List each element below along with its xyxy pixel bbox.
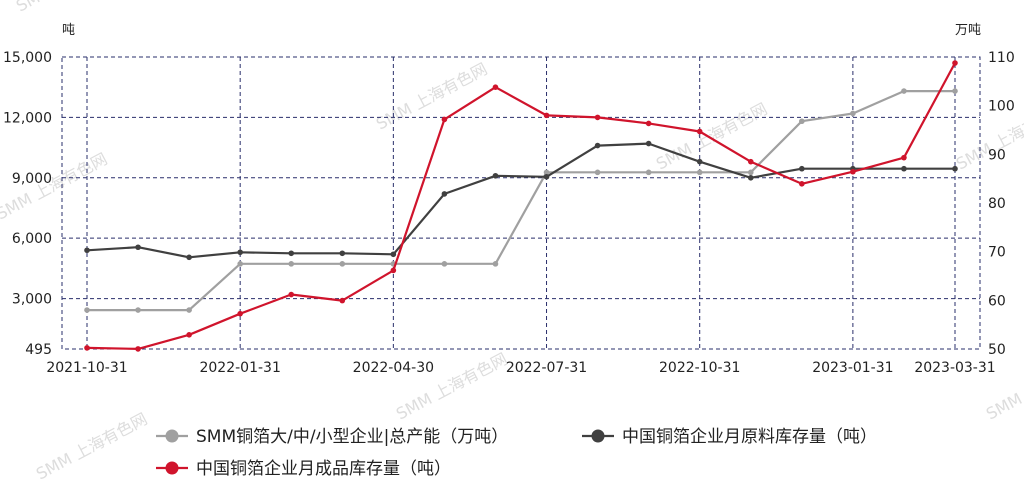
data-point	[492, 84, 499, 90]
data-point	[901, 88, 907, 94]
watermark: SMM 上海有色网	[373, 59, 490, 133]
data-point	[84, 307, 90, 313]
y-right-unit: 万吨	[955, 23, 981, 38]
data-point	[237, 261, 243, 267]
data-point	[594, 169, 601, 176]
data-point	[543, 169, 550, 176]
data-point	[237, 310, 243, 317]
data-point	[901, 165, 907, 172]
y-left-tick-label: 6,000	[12, 231, 52, 247]
y-right-tick-label: 110	[988, 50, 1015, 66]
legend-marker	[165, 429, 179, 443]
data-point	[645, 169, 652, 176]
x-tick-label: 2022-01-31	[199, 360, 280, 376]
data-point	[901, 154, 907, 161]
y-right-tick-label: 90	[988, 147, 1006, 163]
series-layer	[84, 60, 958, 352]
y-right-tick-label: 50	[988, 342, 1006, 358]
y-left-tick-label: 495	[25, 342, 52, 358]
data-point	[339, 297, 346, 304]
data-point	[84, 345, 90, 351]
data-point	[952, 60, 958, 66]
data-point	[441, 261, 448, 267]
series-line	[86, 142, 955, 259]
data-point	[799, 118, 805, 125]
data-point	[186, 307, 192, 313]
data-point	[543, 112, 550, 119]
x-tick-label: 2023-01-31	[812, 360, 893, 376]
plot-frame	[61, 56, 981, 350]
data-point	[186, 332, 192, 338]
data-point	[850, 168, 856, 175]
data-point	[441, 191, 448, 197]
y-left-unit: 吨	[62, 23, 75, 38]
legend-label: 中国铜箔企业月原料库存量（吨）	[622, 427, 877, 447]
data-point	[492, 172, 499, 179]
data-point	[850, 110, 856, 117]
legend: SMM铜箔大/中/小型企业|总产能（万吨） 中国铜箔企业月原料库存量（吨） 中国铜箔…	[156, 427, 877, 479]
x-tick-label: 2022-04-30	[353, 360, 434, 376]
data-point	[747, 174, 754, 181]
x-tick-label: 2022-10-31	[659, 360, 740, 376]
watermark: SMM 上海有色网	[33, 409, 150, 483]
legend-label: 中国铜箔企业月成品库存量（吨）	[196, 459, 451, 479]
y-right-tick-label: 100	[988, 99, 1015, 115]
data-point	[84, 247, 90, 254]
x-tick-label: 2023-03-31	[914, 360, 995, 376]
data-point	[288, 261, 295, 267]
series-line	[87, 89, 955, 312]
data-point	[390, 251, 397, 258]
data-point	[594, 114, 601, 121]
x-tick-label: 2022-07-31	[506, 360, 587, 376]
data-point	[747, 158, 754, 165]
y-right-tick-label: 60	[988, 293, 1006, 309]
data-point	[952, 88, 958, 94]
data-point	[135, 307, 141, 313]
data-point	[237, 249, 243, 256]
axis-layer: 15,000 12,000 9,000 6,000 3,000 495 110 100 90 80…	[3, 23, 1015, 376]
legend-marker	[591, 429, 605, 443]
data-point	[339, 261, 346, 267]
watermark: SMM 上海有色网	[13, 0, 130, 16]
x-tick-label: 2021-10-31	[46, 360, 127, 376]
data-point	[594, 142, 601, 149]
data-point	[135, 346, 141, 352]
y-right-tick-label: 80	[988, 196, 1006, 212]
data-point	[288, 291, 295, 298]
data-point	[696, 158, 703, 165]
data-point	[543, 173, 550, 180]
y-right-tick-label: 70	[988, 245, 1006, 261]
data-point	[952, 165, 958, 172]
data-point	[645, 120, 652, 127]
y-left-tick-label: 15,000	[3, 50, 52, 66]
data-point	[339, 250, 346, 257]
data-point	[696, 128, 703, 135]
data-point	[492, 261, 499, 267]
data-point	[696, 169, 703, 176]
data-point	[747, 169, 754, 176]
y-left-tick-label: 9,000	[12, 171, 52, 187]
data-point	[288, 250, 295, 257]
data-point	[390, 267, 397, 274]
data-point	[799, 165, 805, 172]
data-point	[135, 244, 141, 251]
data-point	[441, 116, 448, 123]
series-line	[86, 62, 956, 350]
legend-label: SMM铜箔大/中/小型企业|总产能（万吨）	[196, 427, 508, 447]
y-left-tick-label: 12,000	[3, 110, 52, 126]
legend-marker	[165, 461, 179, 475]
data-point	[799, 181, 805, 187]
y-left-tick-label: 3,000	[12, 292, 52, 308]
data-point	[186, 254, 192, 261]
data-point	[645, 140, 652, 147]
